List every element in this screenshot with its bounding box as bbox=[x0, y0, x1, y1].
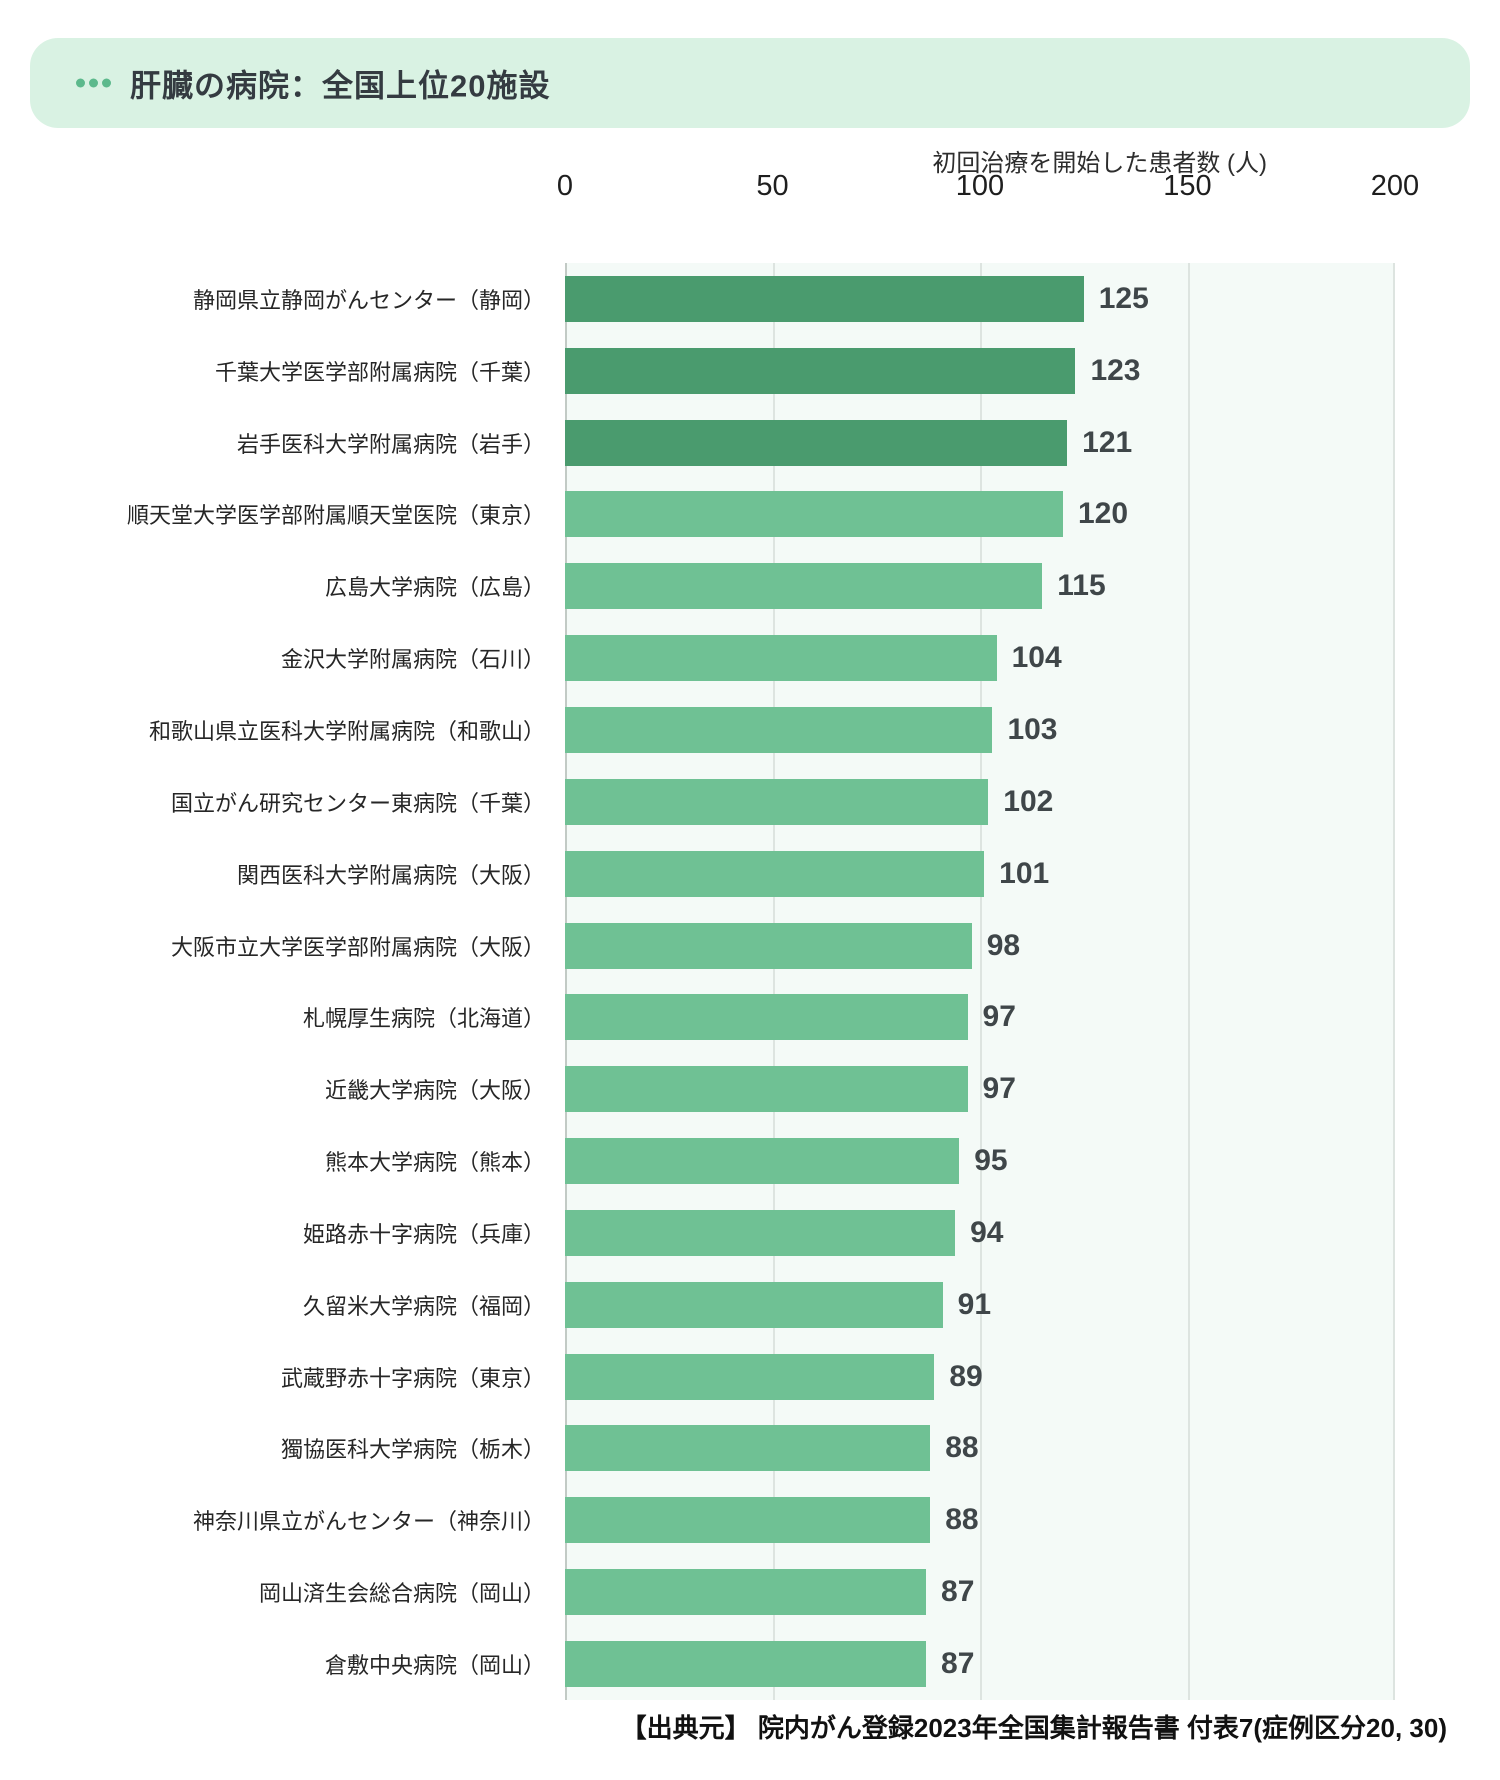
bar bbox=[565, 1353, 935, 1400]
category-label: 倉敷中央病院（岡山） bbox=[324, 1652, 545, 1678]
chart-title-bar: 肝臓の病院：全国上位20施設 bbox=[30, 38, 1470, 128]
bar bbox=[565, 1281, 943, 1328]
category-label: 岩手医科大学附属病院（岩手） bbox=[236, 431, 545, 457]
gridline bbox=[1187, 263, 1190, 1700]
category-label: 広島大学病院（広島） bbox=[324, 575, 545, 601]
bar bbox=[565, 563, 1043, 610]
category-label: 国立がん研究センター東病院（千葉） bbox=[170, 790, 545, 816]
category-label: 大阪市立大学医学部附属病院（大阪） bbox=[170, 934, 545, 960]
category-label: 順天堂大学医学部附属順天堂医院（東京） bbox=[126, 503, 545, 529]
value-label: 97 bbox=[982, 1072, 1016, 1106]
table-row: 武蔵野赤十字病院（東京） 89 bbox=[0, 1341, 1500, 1413]
category-label: 千葉大学医学部附属病院（千葉） bbox=[214, 359, 545, 385]
value-label: 98 bbox=[986, 928, 1021, 962]
dots-icon bbox=[76, 78, 111, 88]
bar bbox=[565, 1138, 960, 1185]
value-label: 91 bbox=[957, 1287, 992, 1321]
category-label: 岡山済生会総合病院（岡山） bbox=[258, 1581, 545, 1607]
category-label: 近畿大学病院（大阪） bbox=[324, 1078, 545, 1104]
table-row: 獨協医科大学病院（栃木） 88 bbox=[0, 1413, 1500, 1485]
table-row: 大阪市立大学医学部附属病院（大阪） 98 bbox=[0, 910, 1500, 982]
x-tick-label: 100 bbox=[955, 170, 1005, 202]
table-row: 金沢大学附属病院（石川） 104 bbox=[0, 622, 1500, 694]
category-label: 静岡県立静岡がんセンター（静岡） bbox=[192, 287, 545, 313]
value-label: 97 bbox=[982, 1000, 1016, 1034]
value-label: 87 bbox=[941, 1575, 975, 1609]
x-tick-label: 50 bbox=[756, 170, 789, 202]
value-label: 102 bbox=[1003, 784, 1054, 818]
category-label: 札幌厚生病院（北海道） bbox=[302, 1006, 545, 1032]
value-label: 101 bbox=[999, 856, 1050, 890]
gridline bbox=[772, 263, 775, 1700]
value-label: 103 bbox=[1007, 712, 1058, 746]
table-row: 神奈川県立がんセンター（神奈川） 88 bbox=[0, 1484, 1500, 1556]
category-label: 金沢大学附属病院（石川） bbox=[280, 647, 545, 673]
value-label: 123 bbox=[1090, 353, 1141, 387]
bar bbox=[565, 1209, 956, 1256]
bar bbox=[565, 419, 1068, 466]
value-label: 88 bbox=[945, 1503, 979, 1537]
value-label: 104 bbox=[1011, 641, 1062, 675]
bar bbox=[565, 1497, 931, 1544]
bar bbox=[565, 491, 1063, 538]
table-row: 岡山済生会総合病院（岡山） 87 bbox=[0, 1556, 1500, 1628]
x-tick-label: 0 bbox=[556, 170, 574, 202]
category-label: 武蔵野赤十字病院（東京） bbox=[280, 1365, 545, 1391]
bar bbox=[565, 778, 989, 825]
value-label: 89 bbox=[949, 1359, 983, 1393]
bar bbox=[565, 850, 985, 897]
table-row: 千葉大学医学部附属病院（千葉） 123 bbox=[0, 335, 1500, 407]
x-tick-label: 200 bbox=[1370, 170, 1420, 202]
table-row: 岩手医科大学附属病院（岩手） 121 bbox=[0, 407, 1500, 479]
gridline bbox=[980, 263, 982, 1700]
table-row: 札幌厚生病院（北海道） 97 bbox=[0, 981, 1500, 1053]
bar bbox=[565, 994, 968, 1041]
category-label: 久留米大学病院（福岡） bbox=[302, 1293, 545, 1319]
table-row: 和歌山県立医科大学附属病院（和歌山） 103 bbox=[0, 694, 1500, 766]
value-label: 88 bbox=[945, 1431, 979, 1465]
category-label: 神奈川県立がんセンター（神奈川） bbox=[192, 1509, 545, 1535]
gridline bbox=[1393, 263, 1395, 1700]
table-row: 関西医科大学附属病院（大阪） 101 bbox=[0, 838, 1500, 910]
value-label: 121 bbox=[1082, 425, 1133, 459]
bar bbox=[565, 1569, 927, 1616]
category-label: 姫路赤十字病院（兵庫） bbox=[302, 1221, 545, 1247]
bar bbox=[565, 1425, 931, 1472]
x-axis-title: 初回治療を開始した患者数 (人) bbox=[932, 150, 1267, 177]
table-row: 姫路赤十字病院（兵庫） 94 bbox=[0, 1197, 1500, 1269]
value-label: 87 bbox=[941, 1646, 975, 1680]
table-row: 広島大学病院（広島） 115 bbox=[0, 550, 1500, 622]
table-row: 順天堂大学医学部附属順天堂医院（東京） 120 bbox=[0, 479, 1500, 551]
table-row: 国立がん研究センター東病院（千葉） 102 bbox=[0, 766, 1500, 838]
x-tick-label: 150 bbox=[1163, 170, 1212, 202]
bar-rows: 静岡県立静岡がんセンター（静岡） 125 千葉大学医学部附属病院（千葉） 123 岩手医… bbox=[0, 263, 1500, 1700]
gridline bbox=[565, 263, 567, 1700]
category-label: 熊本大学病院（熊本） bbox=[324, 1150, 545, 1176]
category-label: 獨協医科大学病院（栃木） bbox=[280, 1437, 545, 1463]
source-citation: 【出典元】 院内がん登録2023年全国集計報告書 付表7(症例区分20, 30) bbox=[620, 1713, 1447, 1743]
category-label: 和歌山県立医科大学附属病院（和歌山） bbox=[148, 718, 545, 744]
table-row: 熊本大学病院（熊本） 95 bbox=[0, 1125, 1500, 1197]
bar bbox=[565, 275, 1084, 322]
table-row: 久留米大学病院（福岡） 91 bbox=[0, 1269, 1500, 1341]
page-title: 肝臓の病院：全国上位20施設 bbox=[130, 68, 551, 104]
bar bbox=[565, 1640, 927, 1687]
value-label: 95 bbox=[974, 1144, 1008, 1178]
bar bbox=[565, 1066, 968, 1113]
bar bbox=[565, 706, 993, 753]
table-row: 静岡県立静岡がんセンター（静岡） 125 bbox=[0, 263, 1500, 335]
value-label: 94 bbox=[970, 1215, 1004, 1249]
table-row: 倉敷中央病院（岡山） 87 bbox=[0, 1628, 1500, 1700]
bar bbox=[565, 347, 1076, 394]
category-label: 関西医科大学附属病院（大阪） bbox=[236, 862, 545, 888]
bar bbox=[565, 635, 997, 682]
table-row: 近畿大学病院（大阪） 97 bbox=[0, 1053, 1500, 1125]
value-label: 120 bbox=[1078, 497, 1129, 531]
value-label: 125 bbox=[1098, 281, 1149, 315]
value-label: 115 bbox=[1057, 569, 1106, 603]
bar bbox=[565, 922, 972, 969]
